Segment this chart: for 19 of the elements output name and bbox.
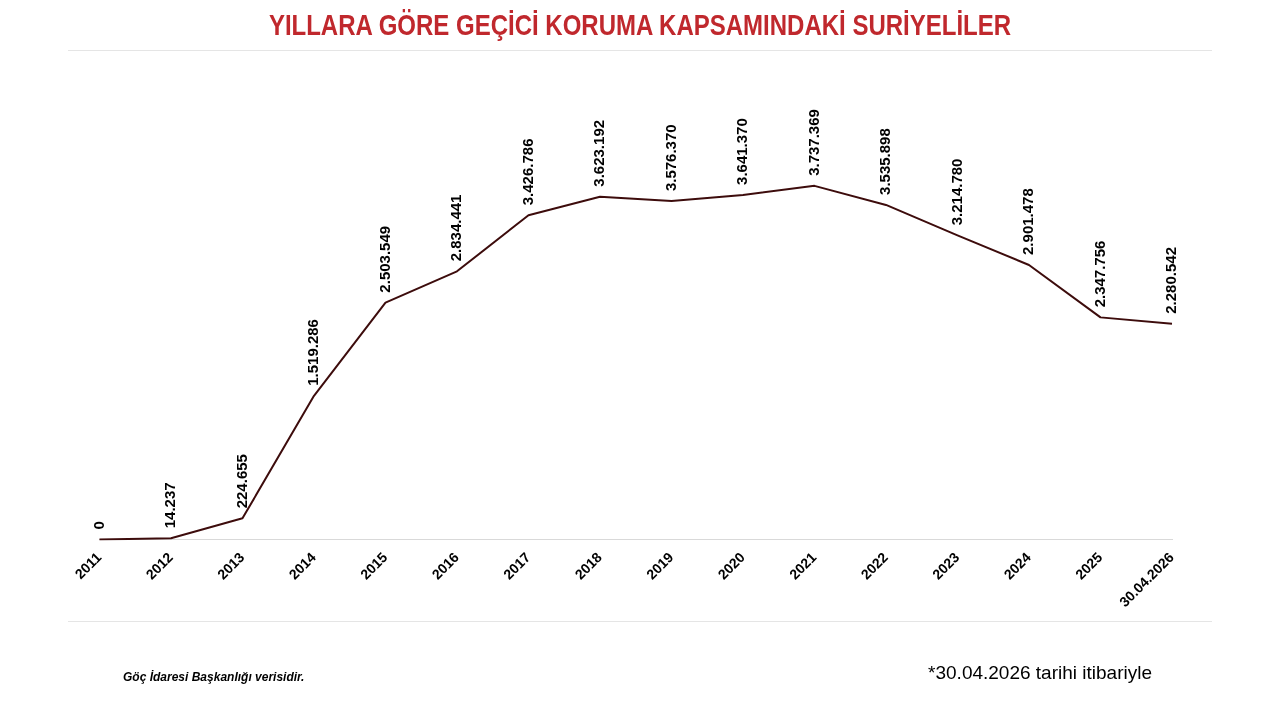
data-label: 2.901.478 [1019,188,1037,255]
text: *30.04.2026 tarihi itibariyle [928,662,1152,684]
data-label: 2.503.549 [375,225,393,293]
data-label: 2.347.756 [1090,240,1108,308]
chart-title: YILLARA GÖRE GEÇİCİ KORUMA KAPSAMINDAKİ SURİYELİLER [267,8,1013,42]
data-label: 0 [89,521,107,530]
data-label: 224.655 [232,454,250,509]
data-label: 2.280.542 [1162,247,1180,314]
data-label: 3.214.780 [947,158,965,226]
data-label: 3.641.370 [733,118,751,185]
data-label: 1.519.286 [304,319,322,386]
data-label: 3.576.370 [661,124,679,192]
text: Göç İdaresi Başkanlığı verisidir. [123,670,305,684]
data-label: 3.737.369 [804,109,822,176]
data-label: 3.535.898 [876,128,894,195]
data-label: 3.623.192 [590,119,608,187]
data-label: 14.237 [161,482,179,529]
data-label: 3.426.786 [518,138,536,206]
data-label: 2.834.441 [447,194,465,262]
